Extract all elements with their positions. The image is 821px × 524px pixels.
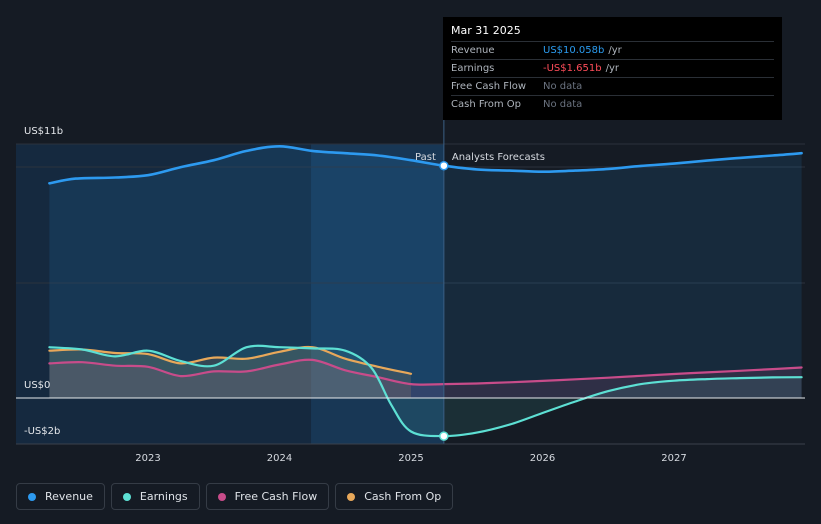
revenue-area [49,146,802,398]
y-tick-top: US$11b [24,126,64,137]
forecast-label: Analysts Forecasts [452,152,545,163]
tooltip-label: Cash From Op [451,99,522,110]
earnings-area [49,345,802,437]
tooltip: Mar 31 2025 Revenue US$10.058b /yr Earni… [443,17,782,120]
series-areas [49,146,802,437]
markers [439,160,449,441]
tooltip-value: US$10.058b [543,45,605,56]
legend-item-fcf[interactable]: Free Cash Flow [205,483,330,510]
x-tick-label: 2025 [398,453,423,464]
revenue-dot-icon [28,492,36,501]
x-tick-label: 2026 [530,453,555,464]
revenue-line [48,145,803,185]
legend: Revenue Earnings Free Cash Flow Cash Fro… [16,483,454,510]
earnings-dot-icon [122,492,131,501]
tooltip-value: No data [543,81,583,92]
tooltip-row-earnings: Earnings -US$1.651b /yr [451,59,774,77]
past-shade-recent [311,144,444,444]
legend-label: Cash From Op [364,490,442,503]
legend-item-earnings[interactable]: Earnings [110,483,200,510]
series-lines [48,145,803,438]
tooltip-label: Revenue [451,45,495,56]
x-tick-label: 2027 [661,453,686,464]
earnings-marker [439,431,449,441]
y-tick-bottom: -US$2b [24,426,61,437]
legend-label: Revenue [45,490,93,503]
legend-label: Earnings [139,490,188,503]
y-tick-zero: US$0 [24,380,51,391]
past-label: Past [415,152,436,163]
x-tick-label: 2023 [135,453,160,464]
tooltip-label: Earnings [451,63,495,74]
legend-item-cfo[interactable]: Cash From Op [335,483,454,510]
tooltip-label: Free Cash Flow [451,81,527,92]
earnings-line [48,344,803,438]
cfo-dot-icon [347,492,356,501]
tooltip-row-cfo: Cash From Op No data [451,95,774,113]
free-cash-flow-area [49,359,802,398]
cash-from-op-line [48,345,413,375]
x-ticks: 2023 2024 2025 2026 2027 [135,453,686,464]
tooltip-row-revenue: Revenue US$10.058b /yr [451,41,774,59]
revenue-marker [439,160,449,171]
legend-label: Free Cash Flow [234,490,318,503]
gridlines [16,143,805,284]
tooltip-value: No data [543,99,583,110]
tooltip-unit: /yr [608,45,622,56]
x-tick-label: 2024 [267,453,292,464]
legend-item-revenue[interactable]: Revenue [16,483,105,510]
tooltip-value: -US$1.651b [543,63,602,74]
tooltip-unit: /yr [605,63,620,74]
fcf-dot-icon [217,492,226,501]
tooltip-date: Mar 31 2025 [451,24,521,37]
free-cash-flow-line [48,358,803,386]
tooltip-row-fcf: Free Cash Flow No data [451,77,774,95]
